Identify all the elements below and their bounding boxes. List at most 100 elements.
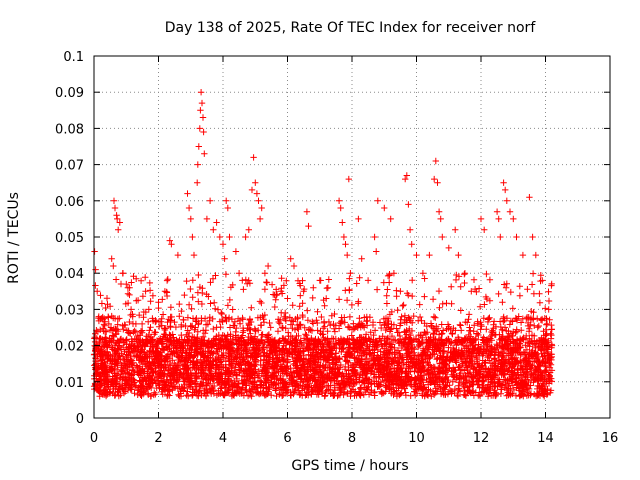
data-point xyxy=(335,197,343,204)
data-point xyxy=(432,314,439,321)
data-point xyxy=(331,328,339,335)
data-point xyxy=(530,290,538,297)
data-point xyxy=(386,271,393,278)
data-point xyxy=(320,319,328,327)
data-point xyxy=(403,172,410,179)
data-point xyxy=(296,303,303,310)
data-point xyxy=(110,197,118,204)
data-point xyxy=(110,262,117,270)
data-point xyxy=(500,179,507,186)
data-point xyxy=(379,389,386,397)
data-point xyxy=(216,233,223,241)
x-axis-label: GPS time / hours xyxy=(291,458,408,474)
data-point xyxy=(145,306,152,313)
data-point xyxy=(426,251,433,259)
data-point xyxy=(393,287,400,294)
data-point xyxy=(313,317,320,324)
data-point xyxy=(187,322,194,330)
data-point xyxy=(402,175,409,183)
data-point xyxy=(189,277,196,284)
data-point xyxy=(364,277,372,284)
data-point xyxy=(371,392,378,399)
data-point xyxy=(437,215,444,223)
data-point xyxy=(468,288,475,295)
data-point xyxy=(200,128,207,136)
data-point xyxy=(279,324,287,332)
data-point xyxy=(112,276,120,283)
data-point xyxy=(211,299,218,306)
data-point xyxy=(132,320,140,328)
data-point xyxy=(189,294,196,301)
data-point xyxy=(142,288,149,295)
data-point xyxy=(393,293,400,300)
data-point xyxy=(304,307,311,314)
data-point xyxy=(187,215,194,223)
data-point xyxy=(445,244,452,252)
data-point xyxy=(399,302,406,310)
data-point xyxy=(357,385,364,392)
data-point xyxy=(339,219,346,226)
data-point xyxy=(263,278,270,286)
data-point xyxy=(266,319,273,327)
data-point xyxy=(497,233,504,241)
data-point xyxy=(206,197,214,204)
data-point xyxy=(519,251,527,259)
data-point xyxy=(517,319,525,326)
data-point xyxy=(207,300,214,307)
data-point xyxy=(174,251,182,259)
data-point xyxy=(529,233,536,241)
data-point xyxy=(199,114,207,121)
data-point xyxy=(138,320,146,328)
data-point xyxy=(383,292,390,299)
data-point xyxy=(383,300,391,307)
data-point xyxy=(199,289,206,297)
data-point xyxy=(461,279,468,287)
data-point xyxy=(308,327,316,334)
data-point xyxy=(289,302,296,309)
data-point xyxy=(297,292,304,299)
data-point xyxy=(499,299,506,306)
data-point xyxy=(286,314,293,321)
data-point xyxy=(255,197,262,204)
data-point xyxy=(155,304,162,312)
data-point xyxy=(335,296,343,303)
data-point xyxy=(224,302,232,309)
data-point xyxy=(344,251,351,259)
data-point xyxy=(283,277,290,284)
data-point xyxy=(253,190,261,197)
data-point xyxy=(321,302,328,309)
data-point xyxy=(532,251,539,259)
data-point xyxy=(495,290,502,298)
data-point xyxy=(406,226,414,233)
data-point xyxy=(183,277,190,285)
data-point xyxy=(213,324,220,331)
data-point xyxy=(256,215,264,223)
data-point xyxy=(413,251,420,259)
data-point xyxy=(384,334,392,342)
data-point xyxy=(386,279,393,286)
data-point xyxy=(314,308,321,315)
data-point xyxy=(548,280,555,288)
data-point xyxy=(524,286,531,293)
data-point xyxy=(452,226,459,233)
data-point xyxy=(536,299,544,306)
data-point xyxy=(126,291,133,299)
data-point xyxy=(373,248,380,255)
data-point xyxy=(274,328,282,335)
data-point xyxy=(431,175,438,183)
data-point xyxy=(397,288,404,295)
data-point xyxy=(481,226,488,233)
data-point xyxy=(181,291,188,299)
chart-title: Day 138 of 2025, Rate Of TEC Index for r… xyxy=(165,20,537,36)
data-point xyxy=(190,251,198,259)
data-point xyxy=(303,208,311,215)
data-point xyxy=(287,255,294,262)
data-point xyxy=(242,233,249,241)
data-point xyxy=(159,296,166,303)
data-point xyxy=(213,219,220,226)
data-point xyxy=(117,280,125,288)
data-point xyxy=(226,233,233,241)
data-point xyxy=(114,215,121,223)
data-point xyxy=(516,283,523,290)
data-point xyxy=(394,307,401,314)
